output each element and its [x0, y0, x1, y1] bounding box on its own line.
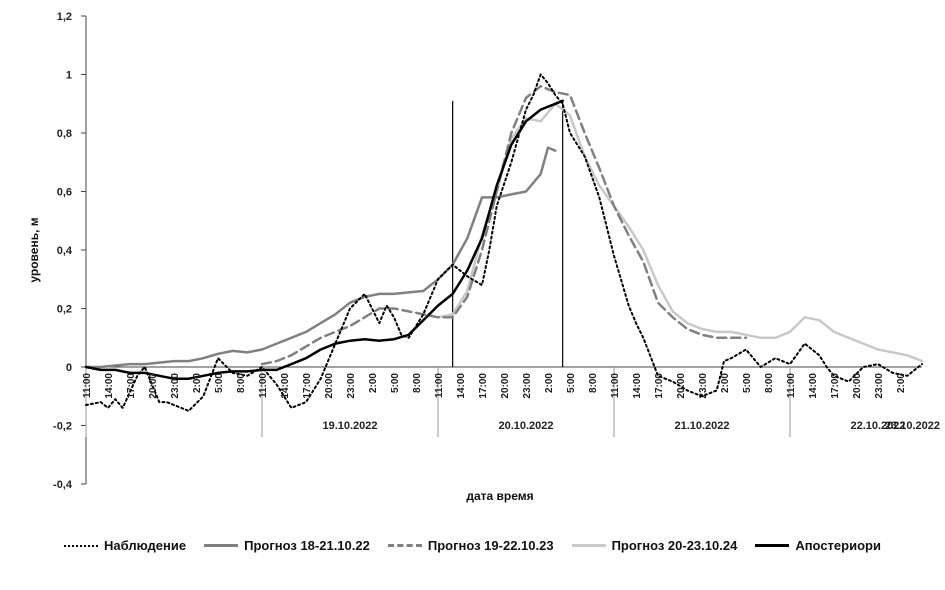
- y-tick-label: 0: [66, 362, 72, 374]
- legend-item: Прогноз 19-22.10.23: [387, 538, 554, 553]
- x-tick-label: 8:00: [588, 373, 599, 393]
- x-tick-label: 14:00: [456, 373, 467, 399]
- axes-layer: [81, 15, 922, 485]
- x-tick-label: 11:00: [258, 373, 269, 398]
- legend-label: Прогноз 18-21.10.22: [244, 538, 370, 553]
- legend-swatch: [64, 544, 99, 547]
- x-tick-label: 17:00: [478, 373, 489, 399]
- x-tick-label: 11:00: [610, 373, 621, 398]
- x-tick-label: 17:00: [830, 373, 841, 399]
- series-line-4: [84, 99, 564, 380]
- x-tick-label: 20:00: [676, 373, 687, 399]
- legend-swatch: [755, 544, 790, 547]
- x-tick-label: 2:00: [192, 373, 203, 393]
- legend-swatch: [571, 544, 606, 547]
- y-tick-label: 0,6: [57, 187, 72, 199]
- x-tick-label: 11:00: [434, 373, 445, 398]
- x-tick-label: 8:00: [764, 373, 775, 393]
- vertical-markers: [452, 100, 564, 367]
- date-label: 20.10.2022: [498, 420, 553, 432]
- y-tick-label: 1: [66, 70, 72, 82]
- x-tick-label: 2:00: [544, 373, 555, 393]
- date-label: 21.10.2022: [674, 420, 729, 432]
- legend-item: Наблюдение: [64, 538, 186, 553]
- x-tick-label: 20:00: [852, 373, 863, 399]
- y-tick-label: -0,2: [53, 421, 72, 433]
- x-tick-label: 5:00: [566, 373, 577, 393]
- series-line-3: [436, 102, 924, 363]
- x-tick-label: 23:00: [698, 373, 709, 399]
- x-tick-label: 17:00: [302, 373, 313, 399]
- x-axis-title: дата время: [466, 489, 533, 503]
- y-tick-label: -0,4: [53, 479, 73, 491]
- date-label: 22.10.2022: [850, 420, 905, 432]
- x-tick-label: 5:00: [390, 373, 401, 393]
- legend-label: Прогноз 19-22.10.23: [427, 538, 554, 553]
- y-tick-label: 0,2: [57, 304, 72, 316]
- legend-label: Апостериори: [795, 538, 881, 553]
- date-label: 23.10.2022: [885, 420, 940, 432]
- x-tick-label: 20:00: [148, 373, 159, 399]
- x-tick-label: 11:00: [82, 373, 93, 398]
- x-tick-label: 23:00: [346, 373, 357, 399]
- x-tick-label: 2:00: [720, 373, 731, 393]
- x-tick-label: 20:00: [324, 373, 335, 399]
- legend-label: Прогноз 20-23.10.24: [611, 538, 738, 553]
- x-tick-label: 2:00: [896, 373, 907, 393]
- x-tick-label: 14:00: [808, 373, 819, 399]
- legend: Наблюдение Прогноз 18-21.10.22 Прогноз 19-…: [0, 538, 945, 553]
- y-tick-label: 1,2: [57, 11, 72, 23]
- x-tick-label: 5:00: [742, 373, 753, 393]
- date-label: 19.10.2022: [322, 420, 377, 432]
- series-line-2: [260, 84, 748, 366]
- series-layer: [84, 73, 924, 412]
- legend-item: Апостериори: [755, 538, 881, 553]
- y-tick-label: 0,8: [57, 128, 72, 140]
- y-axis-title: уровень, м: [27, 217, 41, 282]
- x-tick-label: 23:00: [522, 373, 533, 399]
- series-line-1: [84, 146, 557, 369]
- x-tick-label: 5:00: [214, 373, 225, 393]
- x-tick-label: 20:00: [500, 373, 511, 399]
- x-tick-label: 14:00: [280, 373, 291, 399]
- tick-labels-layer: 1,2 1 0,8 0,6 0,4 0,2 0 -0,2 -0,4 11:00 14:00 17:00…: [53, 11, 940, 491]
- legend-label: Наблюдение: [104, 538, 187, 553]
- series-line-0: [85, 73, 923, 412]
- x-tick-label: 8:00: [412, 373, 423, 393]
- x-tick-label: 14:00: [632, 373, 643, 399]
- legend-item: Прогноз 20-23.10.24: [571, 538, 738, 553]
- legend-swatch: [387, 544, 422, 547]
- legend-swatch: [204, 544, 239, 547]
- x-tick-label: 23:00: [874, 373, 885, 399]
- x-tick-label: 2:00: [368, 373, 379, 393]
- x-tick-label: 11:00: [786, 373, 797, 398]
- x-tick-label: 17:00: [126, 373, 137, 399]
- x-tick-label: 17:00: [654, 373, 665, 399]
- y-tick-label: 0,4: [57, 245, 73, 257]
- x-tick-label: 14:00: [104, 373, 115, 399]
- x-tick-label: 8:00: [236, 373, 247, 393]
- legend-item: Прогноз 18-21.10.22: [204, 538, 370, 553]
- x-tick-label: 23:00: [170, 373, 181, 399]
